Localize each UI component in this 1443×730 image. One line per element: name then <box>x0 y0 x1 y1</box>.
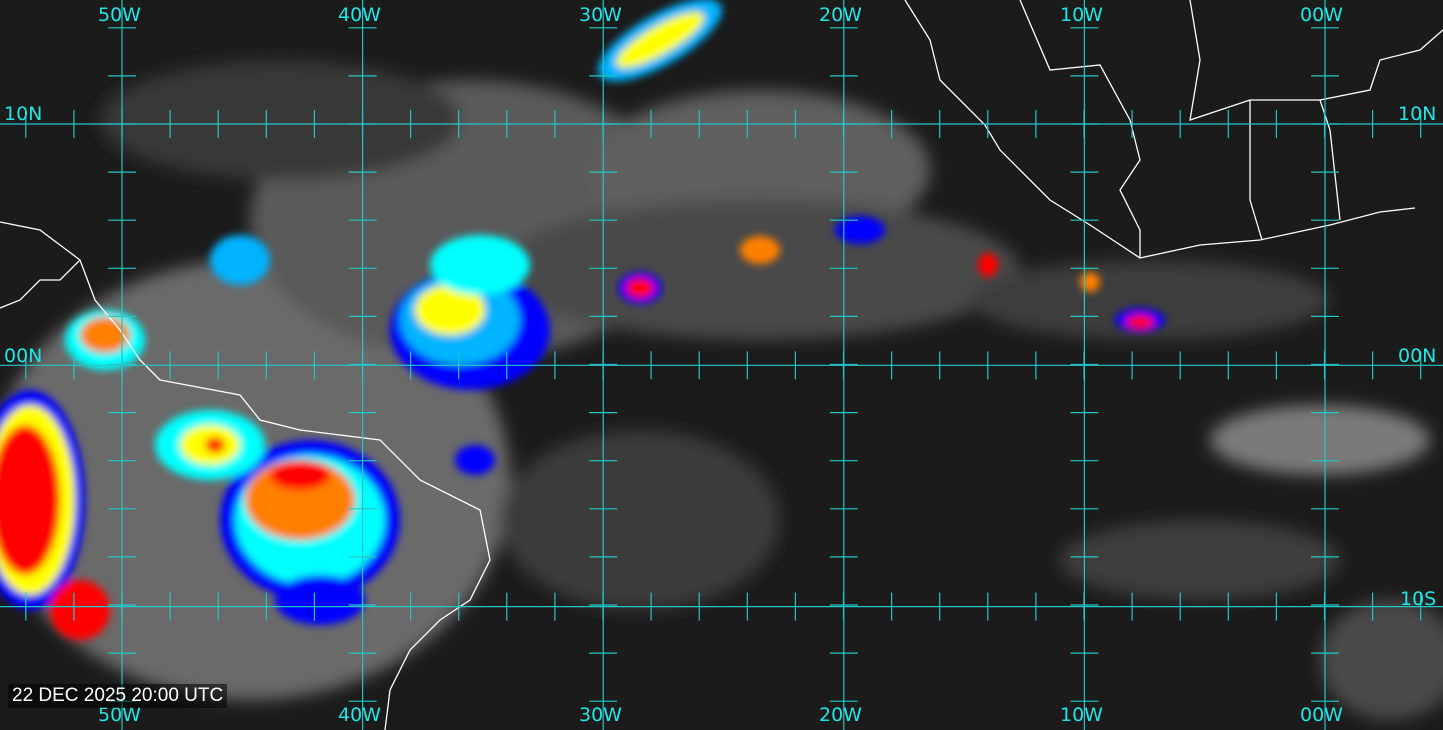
lon-label: 30W <box>579 704 622 726</box>
lon-label: 00W <box>1300 704 1343 726</box>
lon-label: 50W <box>98 4 141 26</box>
lon-label: 40W <box>338 4 381 26</box>
lat-label: 00N <box>1398 345 1437 367</box>
lat-label: 10N <box>1398 103 1437 125</box>
lon-label: 40W <box>338 704 381 726</box>
lon-label: 50W <box>98 704 141 726</box>
lon-label: 10W <box>1060 4 1103 26</box>
lat-label: 00N <box>4 345 43 367</box>
lon-label: 10W <box>1060 704 1103 726</box>
lat-label: 10N <box>4 103 43 125</box>
lon-label: 20W <box>819 704 862 726</box>
cloud-field <box>0 60 1443 720</box>
lon-label: 20W <box>819 4 862 26</box>
convection-cells <box>0 0 1165 640</box>
lon-label: 00W <box>1300 4 1343 26</box>
timestamp: 22 DEC 2025 20:00 UTC <box>8 684 228 708</box>
lon-label: 30W <box>579 4 622 26</box>
lat-label: 10S <box>1400 588 1437 610</box>
